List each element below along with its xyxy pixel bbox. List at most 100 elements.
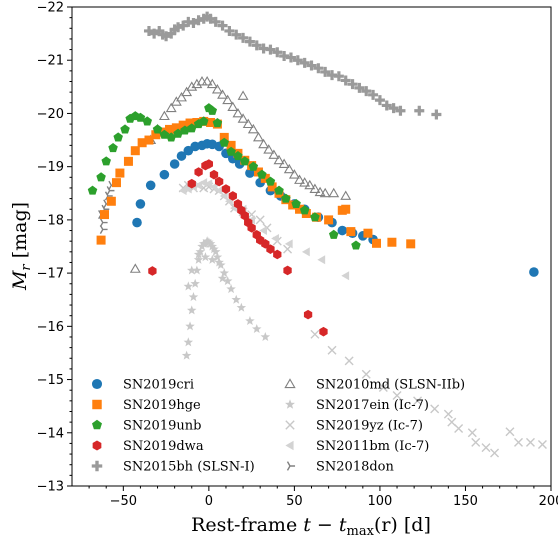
data-point <box>467 428 477 438</box>
data-point <box>319 326 328 337</box>
data-point <box>144 135 154 145</box>
data-point <box>381 100 392 111</box>
data-point <box>183 281 194 291</box>
data-point <box>340 190 352 200</box>
legend-label: SN2019cri <box>123 378 194 393</box>
data-point <box>272 47 283 58</box>
data-point <box>137 138 147 148</box>
data-point <box>481 443 491 453</box>
data-point <box>194 167 203 177</box>
data-point <box>328 229 339 239</box>
data-point <box>328 187 340 198</box>
data-point <box>529 267 539 277</box>
data-point <box>158 110 170 121</box>
data-point <box>207 254 218 264</box>
data-point <box>166 132 176 142</box>
data-point <box>368 89 379 100</box>
data-point <box>232 107 244 118</box>
data-point <box>113 132 123 142</box>
data-point <box>247 223 256 233</box>
data-point <box>260 331 271 342</box>
data-point <box>344 356 354 366</box>
data-point <box>178 120 188 130</box>
data-point <box>142 116 153 126</box>
data-point <box>201 76 213 86</box>
data-point <box>151 130 161 140</box>
data-point <box>327 345 337 355</box>
legend-marker <box>285 399 295 409</box>
data-point <box>253 131 264 142</box>
data-point <box>292 55 303 66</box>
data-point <box>219 268 230 278</box>
data-point <box>183 145 194 156</box>
data-point <box>226 140 236 150</box>
y-tick-label: −16 <box>37 320 64 335</box>
series-sn2017ein <box>181 236 271 360</box>
data-point <box>294 174 305 184</box>
data-point <box>149 28 160 39</box>
data-point <box>212 252 223 262</box>
data-point <box>211 83 223 94</box>
legend-label: SN2019dwa <box>123 439 204 454</box>
data-point <box>178 186 187 196</box>
data-point <box>490 448 500 458</box>
data-point <box>195 246 206 256</box>
data-point <box>304 179 316 190</box>
data-point <box>222 94 234 105</box>
data-point <box>187 178 196 189</box>
data-point <box>240 156 250 166</box>
data-point <box>159 169 170 180</box>
y-tick-label: −18 <box>37 213 64 228</box>
data-point <box>165 124 175 134</box>
data-point <box>143 25 154 36</box>
data-point <box>212 118 223 128</box>
legend-label: SN2015bh (SLSN-I) <box>123 460 255 475</box>
data-point <box>207 105 218 115</box>
data-point <box>431 109 442 120</box>
data-point <box>299 177 311 187</box>
data-point <box>96 172 106 182</box>
data-point <box>237 90 249 100</box>
data-point <box>351 240 361 250</box>
data-point <box>176 91 187 102</box>
data-point <box>257 169 267 179</box>
data-point <box>341 204 351 214</box>
data-point <box>378 383 388 393</box>
data-point <box>414 105 425 116</box>
data-point <box>224 25 235 36</box>
data-point <box>205 13 216 24</box>
data-point <box>406 239 416 249</box>
data-point <box>148 266 157 276</box>
data-point <box>283 163 295 174</box>
y-tick-label: −17 <box>37 267 64 282</box>
data-point <box>309 183 321 193</box>
data-point <box>226 284 236 294</box>
data-point <box>115 168 125 178</box>
data-point <box>324 215 334 225</box>
legend-label: SN2019unb <box>123 419 201 434</box>
legend-label: SN2018don <box>316 460 395 475</box>
data-point <box>361 369 371 379</box>
data-point <box>186 123 197 133</box>
data-point <box>176 151 187 161</box>
data-point <box>266 244 275 254</box>
data-point <box>186 265 197 275</box>
data-point <box>221 184 231 194</box>
data-points <box>87 11 547 458</box>
data-point <box>169 159 180 169</box>
data-point <box>206 117 216 127</box>
legend-marker <box>284 378 296 389</box>
data-point <box>190 278 200 288</box>
data-point <box>186 305 197 315</box>
data-point <box>252 323 262 334</box>
data-point <box>240 210 249 221</box>
y-tick-label: −20 <box>37 107 64 122</box>
data-point <box>285 52 296 63</box>
data-point <box>525 437 535 447</box>
legend-marker <box>285 420 295 430</box>
data-point <box>209 182 218 192</box>
data-point <box>248 161 259 171</box>
data-point <box>288 169 300 179</box>
legend-label: SN2019hge <box>123 398 201 413</box>
data-point <box>206 78 218 89</box>
